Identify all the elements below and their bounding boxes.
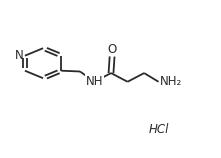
Text: O: O [107, 43, 117, 56]
Text: NH₂: NH₂ [160, 75, 182, 88]
Text: HCl: HCl [149, 123, 169, 136]
Text: N: N [15, 49, 24, 62]
Text: NH: NH [86, 75, 103, 88]
